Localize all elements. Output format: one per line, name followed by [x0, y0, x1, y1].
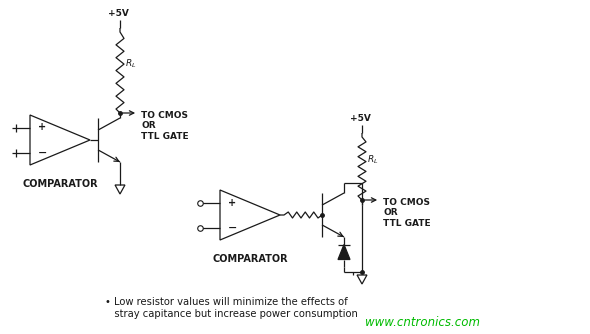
Text: $R_L$: $R_L$: [125, 58, 136, 70]
Text: TO CMOS
OR
TTL GATE: TO CMOS OR TTL GATE: [383, 198, 431, 228]
Text: $R_L$: $R_L$: [367, 154, 378, 166]
Text: COMPARATOR: COMPARATOR: [22, 179, 98, 189]
Text: +5V: +5V: [107, 9, 129, 18]
Text: • Low resistor values will minimize the effects of
   stray capitance but increa: • Low resistor values will minimize the …: [105, 297, 358, 319]
Text: +: +: [38, 123, 46, 133]
Text: COMPARATOR: COMPARATOR: [212, 254, 288, 264]
Text: +: +: [228, 197, 236, 207]
Text: www.cntronics.com: www.cntronics.com: [365, 316, 480, 329]
Text: −: −: [228, 222, 237, 232]
Text: TO CMOS
OR
TTL GATE: TO CMOS OR TTL GATE: [141, 111, 189, 141]
Text: +5V: +5V: [349, 114, 371, 123]
Polygon shape: [338, 244, 350, 260]
Text: −: −: [38, 148, 47, 158]
